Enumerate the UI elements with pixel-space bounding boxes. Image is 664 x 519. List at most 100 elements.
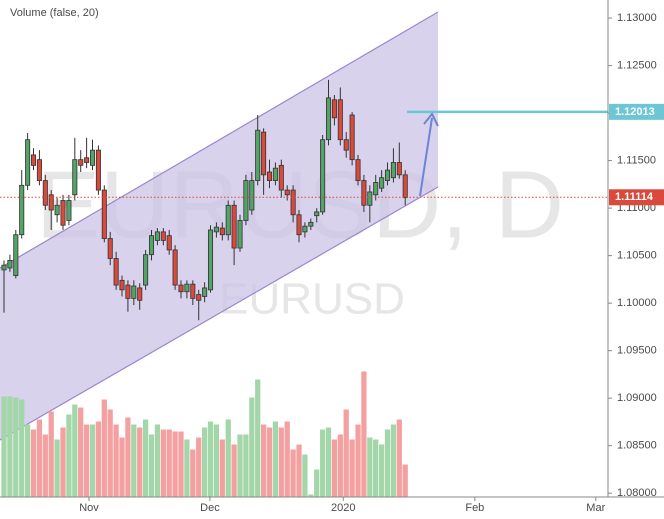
volume-bar <box>7 396 13 498</box>
volume-bar <box>113 424 119 498</box>
x-tick-label: 2020 <box>331 502 355 514</box>
volume-bar <box>184 439 190 498</box>
volume-bar <box>355 424 361 498</box>
volume-bar <box>190 449 196 498</box>
volume-bar <box>119 437 125 498</box>
volume-bar <box>196 437 202 498</box>
candle-body <box>95 149 101 191</box>
candle-body <box>349 114 355 161</box>
x-tick-label: Nov <box>79 502 99 514</box>
candle-body <box>255 129 261 181</box>
volume-bar <box>172 431 178 498</box>
candle-body <box>178 284 184 293</box>
time-axis <box>0 497 664 519</box>
volume-bar <box>107 409 113 498</box>
volume-bar <box>48 411 54 498</box>
candle-body <box>243 180 249 221</box>
candle-body <box>107 238 113 259</box>
volume-bar <box>384 429 391 498</box>
volume-bar <box>101 399 107 498</box>
last-price-box <box>609 189 664 206</box>
volume-bar <box>284 421 290 498</box>
volume-bar <box>331 439 338 498</box>
y-tick-label: 1.09500 <box>617 345 657 357</box>
y-tick-label: 1.10500 <box>617 250 657 262</box>
candle-body <box>60 200 66 226</box>
candle-body <box>101 189 107 239</box>
candle-body <box>48 194 54 211</box>
candle-body <box>207 229 214 291</box>
candle-body <box>213 226 219 233</box>
candle-body <box>19 184 25 236</box>
volume-bar <box>296 444 302 498</box>
volume-bar <box>160 429 166 498</box>
candle-body <box>7 259 13 269</box>
candle-body <box>160 231 166 241</box>
volume-bar <box>219 439 225 498</box>
x-tick-label: Mar <box>586 502 605 514</box>
level-label: 1.12013 <box>615 106 655 118</box>
candle-body <box>125 284 131 299</box>
candle-body <box>84 157 90 163</box>
candle-body <box>290 189 296 216</box>
candle-body <box>54 204 60 216</box>
volume-bar <box>337 434 343 498</box>
candle-body <box>78 159 84 166</box>
x-tick-label: Feb <box>465 502 484 514</box>
volume-bar <box>89 424 96 498</box>
candle-body <box>30 154 37 166</box>
candle-body <box>402 174 408 199</box>
volume-bar <box>373 439 379 498</box>
level-box <box>609 103 664 120</box>
candle-body <box>154 231 160 241</box>
candle-body <box>202 287 208 297</box>
volume-bar <box>13 397 19 498</box>
volume-bar <box>225 419 231 498</box>
candle-body <box>355 159 361 181</box>
y-tick-label: 1.13000 <box>617 12 657 24</box>
volume-bar <box>137 427 143 498</box>
volume-bar <box>207 421 214 498</box>
last-price-label: 1.11114 <box>615 191 654 203</box>
candle-body <box>1 264 7 271</box>
volume-bar <box>278 427 284 498</box>
candle-body <box>184 283 190 293</box>
candle-body <box>396 162 402 176</box>
candle-body <box>196 294 202 301</box>
volume-bar <box>378 444 385 498</box>
candle-body <box>296 214 302 236</box>
volume-bar <box>19 399 25 498</box>
volume-bar <box>231 444 237 498</box>
volume-bar <box>213 424 220 498</box>
candle-body <box>367 191 373 206</box>
indicator-label: Volume (false, 20) <box>10 7 99 19</box>
candle-body <box>137 287 143 301</box>
volume-bar <box>78 407 84 498</box>
volume-bar <box>396 419 402 498</box>
y-tick-label: 1.09000 <box>617 392 657 404</box>
y-tick-label: 1.10000 <box>617 297 657 309</box>
volume-bar <box>325 427 332 498</box>
y-tick-label: 1.11500 <box>617 155 656 167</box>
candle-body <box>320 139 326 213</box>
arrow-head <box>423 112 439 127</box>
volume-bar <box>266 427 273 498</box>
candle-body <box>343 139 349 151</box>
volume-bar <box>166 429 172 498</box>
volume-bar <box>361 371 367 498</box>
candle-body <box>278 164 284 191</box>
candle-body <box>148 235 155 256</box>
y-tick-label: 1.08000 <box>617 487 657 499</box>
candle-body <box>261 131 267 176</box>
candle-body <box>13 234 19 276</box>
volume-bar <box>142 419 149 498</box>
candle-body <box>249 180 255 211</box>
volume-bar <box>125 417 131 498</box>
overlays <box>0 110 608 198</box>
volume-bar <box>72 404 78 498</box>
volume-bar <box>349 439 355 498</box>
candle-body <box>36 159 42 181</box>
candle-body <box>314 211 320 217</box>
axis-labels: 1.130001.125001.120001.115001.110001.105… <box>79 12 664 514</box>
volume-bar <box>390 424 397 498</box>
